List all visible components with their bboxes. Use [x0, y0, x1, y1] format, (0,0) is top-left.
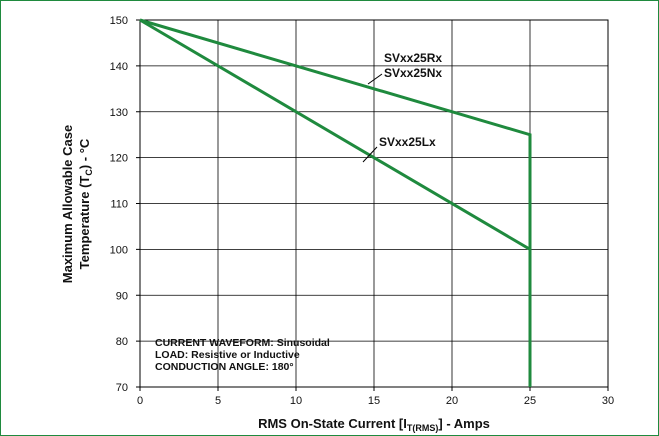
y-tick-label: 140 [110, 61, 128, 73]
series-group [139, 18, 532, 387]
y-tick-label: 100 [110, 244, 128, 256]
note-load: LOAD: Resistive or Inductive [155, 349, 300, 361]
x-tick-label: 20 [446, 395, 458, 407]
series-label-lx: SVxx25Lx [379, 135, 436, 149]
x-tick-label: 15 [368, 395, 380, 407]
y-tick-labels: 70 80 90 100 110 120 130 140 150 [110, 15, 128, 394]
x-tick-label: 0 [137, 395, 143, 407]
leader-line-rx [367, 73, 383, 85]
y-axis-title-line2: Temperature (TC) - °C [77, 138, 94, 269]
series-line-1 [139, 18, 532, 387]
series-label-rx: SVxx25Rx [384, 51, 442, 65]
y-tick-label: 150 [110, 15, 128, 27]
y-tick-label: 90 [116, 290, 128, 302]
x-axis-title: RMS On-State Current [IT(RMS)] - Amps [258, 416, 490, 433]
note-waveform: CURRENT WAVEFORM: Sinusoidal [155, 337, 330, 349]
x-tick-labels: 0 5 10 15 20 25 30 [137, 395, 614, 407]
series-label-nx: SVxx25Nx [384, 66, 442, 80]
y-tick-label: 130 [110, 107, 128, 119]
y-tick-label: 120 [110, 153, 128, 165]
x-tick-label: 30 [602, 395, 614, 407]
y-tick-label: 110 [110, 199, 128, 211]
axis-ticks [136, 19, 609, 391]
x-tick-label: 10 [290, 395, 302, 407]
leader-line-lx [362, 146, 378, 163]
x-tick-label: 25 [524, 395, 536, 407]
y-tick-label: 80 [116, 336, 128, 348]
x-tick-label: 5 [215, 395, 221, 407]
note-conduction-angle: CONDUCTION ANGLE: 180° [155, 361, 294, 373]
y-axis-title-line1: Maximum Allowable Case [60, 125, 75, 283]
y-tick-label: 70 [116, 382, 128, 394]
